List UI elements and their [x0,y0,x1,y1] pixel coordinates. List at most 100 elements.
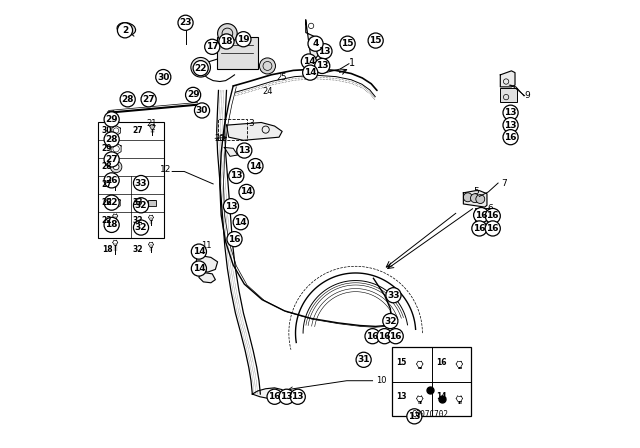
Circle shape [267,389,282,404]
Text: 17: 17 [206,42,219,52]
Circle shape [237,143,252,158]
Circle shape [308,36,323,51]
Polygon shape [195,255,218,272]
Text: 1: 1 [349,58,355,68]
Text: 16: 16 [486,224,499,233]
Text: 13: 13 [230,172,243,181]
Circle shape [315,58,330,73]
Text: 14: 14 [249,162,262,171]
Bar [475,208,490,225]
Text: 2: 2 [122,26,128,35]
Circle shape [227,232,242,247]
Text: 6: 6 [487,204,493,213]
Text: 27: 27 [102,181,113,190]
Circle shape [503,105,518,120]
Text: 26: 26 [102,198,113,207]
Bar [99,121,164,238]
Text: 20: 20 [214,134,225,143]
Circle shape [191,57,211,77]
Text: 15: 15 [341,39,354,48]
Text: 16: 16 [504,133,517,142]
Text: 30: 30 [102,126,113,135]
Text: 14: 14 [193,264,205,273]
Text: 18: 18 [220,37,233,46]
Text: 28: 28 [102,162,113,171]
Circle shape [223,198,239,214]
Circle shape [156,69,171,85]
Bar [392,347,472,416]
Circle shape [141,92,156,107]
Circle shape [104,152,119,167]
Circle shape [134,176,148,190]
Circle shape [472,221,487,236]
Circle shape [388,329,403,344]
Text: 21: 21 [147,119,157,128]
Circle shape [117,23,132,38]
Circle shape [503,129,518,145]
Bar [218,119,248,140]
Circle shape [303,65,318,80]
Text: 16: 16 [366,332,379,340]
Circle shape [236,32,251,47]
Text: 16: 16 [378,332,391,340]
Circle shape [340,36,355,51]
Text: 14: 14 [303,57,315,66]
Text: 12: 12 [159,165,171,174]
Circle shape [474,207,489,223]
Circle shape [485,221,500,236]
Text: 14: 14 [193,247,205,256]
Circle shape [178,15,193,30]
Text: 27: 27 [142,95,155,104]
Text: 32: 32 [132,216,143,225]
Text: 32: 32 [135,223,147,232]
Text: 4: 4 [312,39,319,48]
Polygon shape [463,190,487,207]
Text: 16: 16 [473,224,486,233]
Text: 31: 31 [357,355,370,364]
Text: 14: 14 [304,68,317,77]
Circle shape [485,208,500,224]
Text: 11: 11 [201,241,211,250]
Text: 13: 13 [504,121,517,129]
Circle shape [134,220,148,235]
Circle shape [407,409,422,424]
Circle shape [120,92,135,107]
Polygon shape [199,272,216,283]
Text: 27: 27 [106,155,118,164]
Text: 3: 3 [248,119,253,128]
Text: 10: 10 [376,376,386,385]
Text: 7: 7 [502,179,508,188]
Circle shape [195,103,209,118]
Polygon shape [224,147,237,156]
Ellipse shape [117,23,136,35]
Text: 13: 13 [408,412,420,421]
Text: 19: 19 [237,35,250,44]
Text: 13: 13 [504,108,517,117]
Text: 5: 5 [474,187,479,196]
Text: 16: 16 [475,211,488,220]
Circle shape [104,112,119,127]
Bar [500,88,517,102]
Text: 16: 16 [228,235,241,244]
Bar [217,37,258,69]
Text: 13: 13 [316,61,328,70]
Text: 32: 32 [384,317,397,326]
Text: 27: 27 [132,126,143,135]
Circle shape [365,329,380,344]
Circle shape [205,39,220,54]
Text: 33: 33 [132,198,143,207]
Text: 29: 29 [102,144,113,153]
Circle shape [239,185,254,199]
Text: 33: 33 [387,291,400,300]
Text: 22: 22 [106,198,118,207]
Circle shape [113,164,119,170]
Text: 28: 28 [106,135,118,144]
Circle shape [218,24,237,43]
Text: 30: 30 [157,73,170,82]
Text: 30: 30 [196,106,208,115]
Text: 8: 8 [400,400,406,409]
Circle shape [110,161,122,172]
Circle shape [104,217,119,233]
Text: 32: 32 [135,201,147,210]
Text: 25: 25 [276,73,287,82]
